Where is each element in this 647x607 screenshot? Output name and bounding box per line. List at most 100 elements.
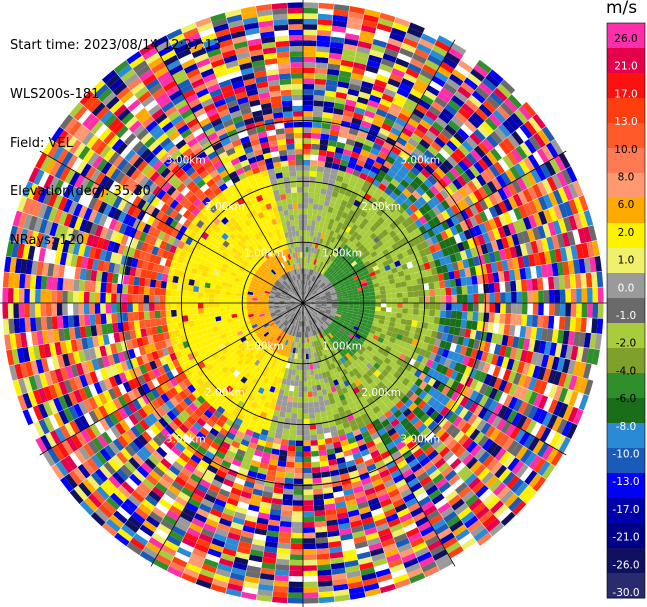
ray-gate <box>424 59 440 71</box>
ray-gate <box>348 235 356 243</box>
ray-gate <box>416 242 424 252</box>
ray-gate <box>303 570 318 577</box>
ray-gate <box>315 526 328 533</box>
ray-gate <box>414 218 423 228</box>
ray-gate <box>395 57 410 68</box>
ray-gate <box>369 310 376 315</box>
ray-gate <box>317 24 332 32</box>
ray-gate <box>381 93 395 103</box>
ray-gate <box>445 217 455 228</box>
ray-gate <box>359 86 373 95</box>
ray-gate <box>203 313 210 319</box>
ray-gate <box>423 149 435 161</box>
ray-gate <box>411 278 418 286</box>
ray-gate <box>543 303 550 316</box>
ray-gate <box>335 233 342 241</box>
ray-gate <box>490 130 503 145</box>
ray-gate <box>431 195 441 206</box>
ray-gate <box>465 136 478 149</box>
ray-gate <box>397 214 406 224</box>
ray-gate <box>375 187 384 196</box>
ray-gate <box>424 296 430 303</box>
ray-gate <box>382 141 394 151</box>
ray-gate <box>187 308 194 316</box>
ray-gate <box>304 298 309 302</box>
ray-gate <box>362 75 376 85</box>
ray-gate <box>369 306 376 311</box>
ray-gate <box>426 199 437 210</box>
ray-gate <box>389 283 397 289</box>
ray-gate <box>499 281 506 293</box>
ray-gate <box>454 111 468 124</box>
ray-gate <box>320 133 330 141</box>
ray-gate <box>547 191 559 207</box>
ray-gate <box>307 257 311 264</box>
ray-gate <box>380 294 387 299</box>
ray-gate <box>396 136 408 147</box>
ray-gate <box>315 285 320 291</box>
ray-gate <box>303 295 305 302</box>
ray-gate <box>287 597 303 604</box>
ray-gate <box>468 94 483 108</box>
ray-gate <box>310 281 314 287</box>
ray-gate <box>308 293 313 299</box>
ray-gate <box>327 184 335 191</box>
ray-gate <box>275 564 290 571</box>
ray-gate <box>455 212 465 223</box>
ray-gate <box>319 221 325 228</box>
ray-gate <box>384 316 391 322</box>
ray-gate <box>364 295 371 300</box>
ray-gate <box>363 250 371 258</box>
ray-gate <box>330 36 345 44</box>
ray-gate <box>335 91 348 100</box>
ray-gate <box>493 216 503 229</box>
ray-gate <box>336 268 343 275</box>
ray-gate <box>289 559 303 566</box>
ray-gate <box>311 466 321 474</box>
ray-gate <box>371 204 380 213</box>
ray-gate <box>331 281 338 286</box>
ray-gate <box>389 262 397 270</box>
ray-gate <box>367 99 380 109</box>
ray-gate <box>303 203 309 209</box>
ray-gate <box>329 261 335 268</box>
ray-gate <box>445 52 461 65</box>
ray-gate <box>457 144 470 157</box>
ray-gate <box>332 231 339 239</box>
ray-gate <box>380 146 391 156</box>
ray-gate <box>321 122 332 130</box>
ray-gate <box>324 291 331 295</box>
ray-gate <box>363 260 371 267</box>
ray-gate <box>310 149 319 156</box>
ray-gate <box>447 120 461 132</box>
ray-gate <box>445 196 455 208</box>
ray-gate <box>372 84 386 94</box>
ray-gate <box>307 380 312 387</box>
ray-gate <box>414 48 430 60</box>
ray-gate <box>396 287 403 293</box>
ray-gate <box>307 252 311 259</box>
ray-gate <box>527 200 538 215</box>
ray-gate <box>418 215 428 225</box>
ray-gate <box>105 313 113 324</box>
ray-gate <box>382 160 393 170</box>
ray-gate <box>433 181 444 193</box>
ray-gate <box>454 90 468 103</box>
ray-gate <box>422 114 435 126</box>
ray-gate <box>573 197 584 214</box>
ray-gate <box>467 294 474 303</box>
ray-gate <box>463 77 479 91</box>
ray-gate <box>306 274 310 280</box>
ray-gate <box>306 230 311 237</box>
ray-gate <box>365 157 376 166</box>
ray-gate <box>314 406 321 413</box>
ray-gate <box>410 132 422 144</box>
ray-gate <box>365 276 372 283</box>
ray-gate <box>396 183 406 193</box>
ray-gate <box>505 303 512 314</box>
ray-gate <box>421 192 431 203</box>
ray-gate <box>463 229 473 240</box>
ray-gate <box>314 73 327 80</box>
ray-gate <box>319 144 328 151</box>
ray-gate <box>319 193 326 201</box>
